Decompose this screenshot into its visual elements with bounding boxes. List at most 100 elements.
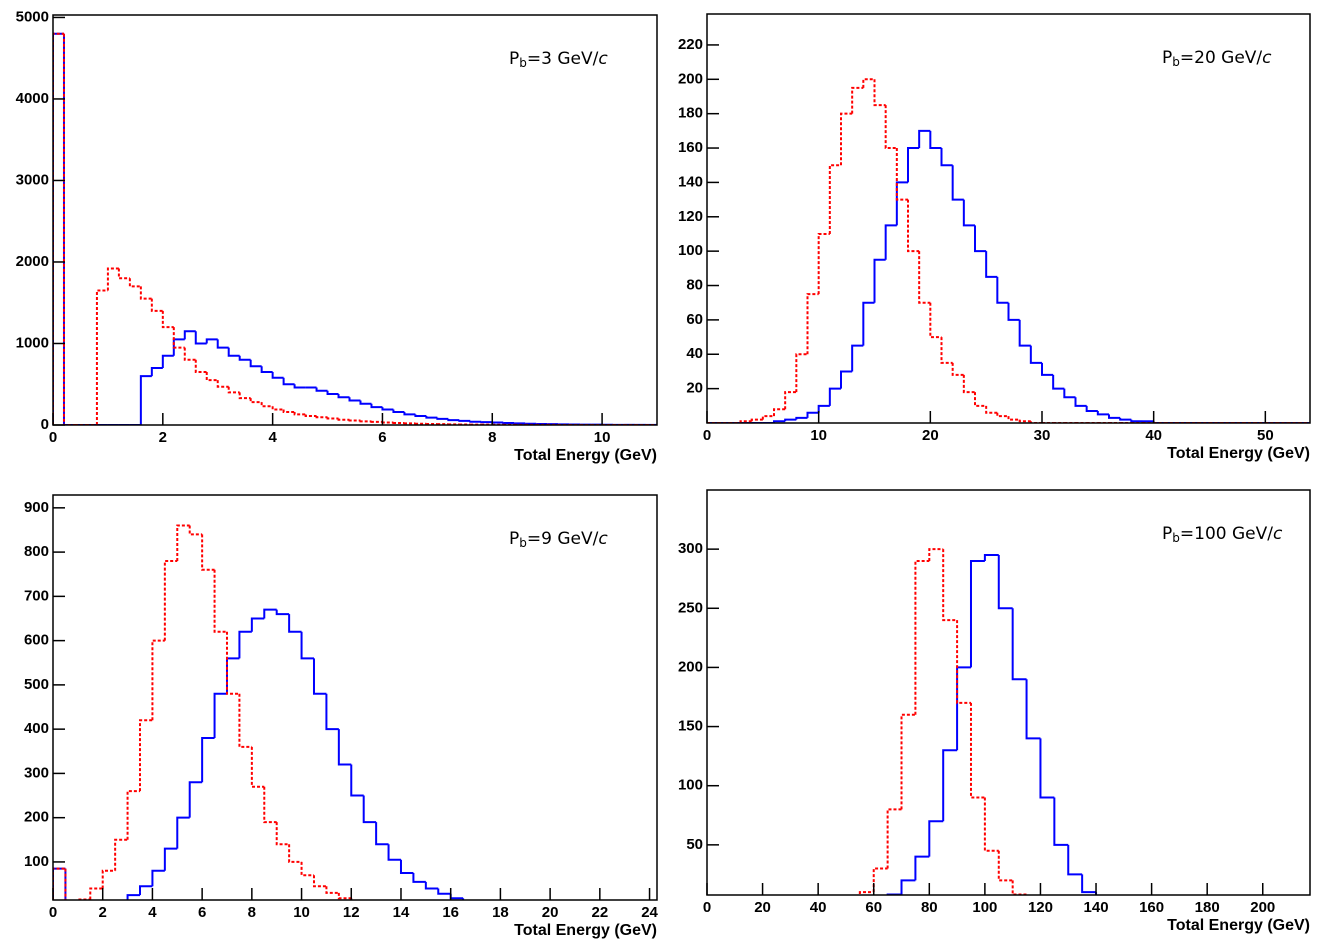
histogram-bin [326,417,339,420]
histogram-bin [337,418,350,421]
histogram-bin [1011,880,1027,895]
histogram-bin [163,847,178,871]
histogram-bin [969,559,985,668]
y-tick-label: 200 [24,809,49,826]
histogram-bin [53,32,64,425]
histogram-bin [1041,362,1054,376]
x-tick-label: 10 [293,904,310,921]
histogram-bin [151,639,165,721]
histogram-bin [138,719,153,792]
histogram-bin [873,258,886,303]
panel: 0 2 4 6 8 10 0 1000 2000 3000 4000 5000 Total Energy… [16,8,658,464]
histogram-bin [918,129,931,149]
histogram-bin [250,746,265,788]
annotation-part: P [1162,524,1172,544]
histogram-bin [929,130,942,150]
histogram-bin [381,407,394,411]
histogram-bin [449,893,464,900]
histogram-bin [942,749,958,822]
x-tick-label: 100 [972,899,997,916]
x-axis-label: Total Energy (GeV) [514,922,657,939]
x-tick-label: 20 [922,427,939,444]
x-tick-label: 80 [921,899,938,916]
histogram-bin [370,420,383,423]
histogram-bin [1029,345,1042,364]
histogram-bin [53,867,66,900]
histogram-bin [884,105,897,150]
histogram-bin [962,199,975,227]
histogram-bin [862,301,875,346]
histogram-bin [62,33,75,425]
histogram-bin [817,232,830,295]
histogram-bin [795,416,808,420]
annotation-part: =3 GeV/ [527,49,599,69]
histogram-bin [150,298,163,312]
histogram-bin [795,353,808,393]
histogram-bin [458,419,471,422]
histogram-bin [828,387,841,406]
histogram-bin [750,418,763,422]
panel: 0 20 40 60 80 100 120 140 160 180 200 50 100 150 200 25… [678,489,1311,934]
histogram-bin [997,850,1013,882]
y-tick-label: 60 [686,311,703,328]
histogram-bin [392,409,405,413]
series [886,554,1098,895]
histogram-bin [806,293,819,355]
annotation-part: c [1273,524,1283,544]
series [707,78,1310,423]
histogram-bin [201,534,215,571]
annotation-part: c [598,529,608,549]
histogram-bin [817,404,830,413]
x-tick-label: 0 [703,899,711,916]
plot-frame [52,14,658,426]
x-tick-label: 60 [865,899,882,916]
histogram-bin [761,415,774,420]
histogram-bin [213,692,227,738]
plot-frame [52,494,658,901]
histogram-bin [414,414,427,418]
histogram-bin [907,199,920,253]
plot-frame [706,489,1311,896]
histogram-bin [1018,319,1031,347]
annotation-part: =20 GeV/ [1180,48,1263,68]
histogram-bin [359,420,372,423]
histogram-bin [476,901,488,903]
y-tick-label: 4000 [16,90,49,107]
histogram-bin [1053,797,1069,846]
annotation-part: P [1162,48,1172,68]
panel: 0 2 4 6 8 10 12 14 16 18 20 22 241002003004005006007… [24,494,659,939]
histogram-bin [929,302,942,339]
histogram-bin [914,855,930,881]
histogram-bin [325,693,339,731]
x-tick-label: 160 [1139,899,1164,916]
histogram-bin [312,658,327,695]
annotation-part: c [1262,48,1272,68]
histogram-bin [1018,419,1031,423]
histogram-bin [425,416,438,419]
series [53,32,657,425]
histogram-bin [337,892,352,900]
histogram-bin [376,904,388,905]
histogram-bin [940,337,953,364]
histogram-bin [985,405,998,414]
histogram-bin [983,554,999,561]
x-tick-label: 10 [594,429,611,446]
histogram-bin [139,286,152,300]
histogram-bin [1081,874,1097,894]
histogram-bin [288,614,302,633]
histogram-bin [138,885,153,896]
histogram-bin [1063,388,1076,399]
histogram-bin [907,147,920,183]
histogram-bin [53,32,64,425]
y-tick-label: 900 [24,499,49,516]
annotation-part: =9 GeV/ [527,529,599,549]
histogram-bin [424,881,439,890]
histogram-bin [282,409,295,413]
histogram-bin [469,420,482,423]
histogram-bin [227,386,240,394]
histogram-bin [996,412,1009,418]
histogram-bin [362,795,377,824]
annotation: Pb=100 GeV/c [1162,524,1283,545]
y-tick-label: 50 [686,836,703,853]
histogram-bin [985,251,998,278]
